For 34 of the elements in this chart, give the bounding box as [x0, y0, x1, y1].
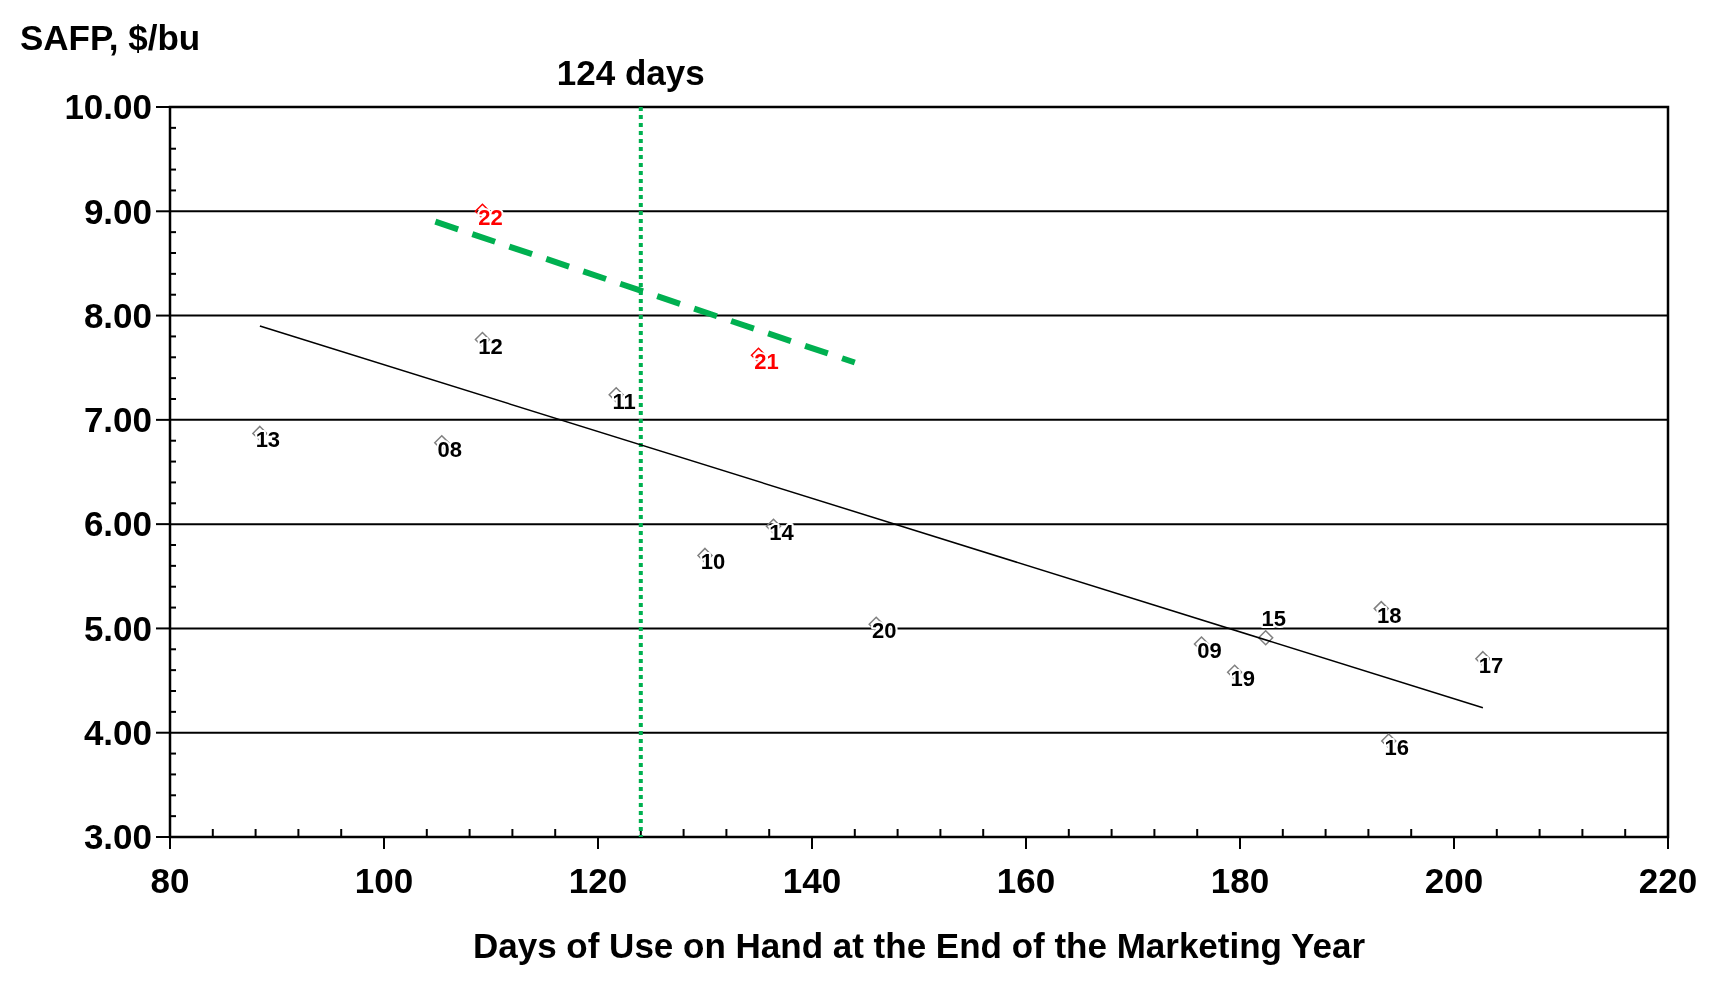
- annotation: 08: [437, 436, 463, 462]
- x-tick-label: 220: [1638, 861, 1698, 900]
- annotation: 13: [255, 427, 281, 453]
- x-tick-label: 80: [150, 861, 190, 900]
- annotation: 10: [700, 549, 726, 575]
- annotation: 17: [1478, 652, 1504, 678]
- annotation: 14: [769, 520, 795, 546]
- x-axis-title: Days of Use on Hand at the End of the Marketing Year: [472, 926, 1366, 965]
- annotation: 16: [1384, 735, 1409, 761]
- annotation: 21: [754, 349, 779, 375]
- y-axis-title: SAFP, $/bu: [20, 18, 201, 57]
- annotation: 11: [612, 388, 636, 414]
- annotation: 09: [1197, 638, 1222, 664]
- y-tick-label: 3.00: [83, 817, 152, 857]
- y-tick-label: 9.00: [83, 191, 152, 231]
- annotation: 19: [1230, 666, 1255, 692]
- y-tick-label: 7.00: [83, 400, 152, 440]
- x-tick-label: 160: [996, 861, 1056, 900]
- annotation: 12: [478, 333, 503, 359]
- x-tick-label: 180: [1210, 861, 1270, 900]
- x-tick-label: 200: [1424, 861, 1484, 900]
- annotation: 18: [1377, 602, 1402, 628]
- annotation: 15: [1261, 605, 1286, 631]
- y-tick-label: 8.00: [83, 295, 152, 335]
- ref-line-label: 124 days: [556, 53, 705, 92]
- x-tick-label: 120: [568, 861, 628, 900]
- x-tick-label: 140: [782, 861, 842, 900]
- y-tick-label: 5.00: [83, 608, 152, 648]
- y-tick-label: 6.00: [83, 504, 152, 544]
- x-tick-label: 100: [354, 861, 414, 900]
- y-tick-label: 4.00: [83, 712, 152, 752]
- point: [1257, 630, 1274, 646]
- annotation: 22: [478, 205, 503, 231]
- y-tick-label: 10.00: [64, 87, 152, 127]
